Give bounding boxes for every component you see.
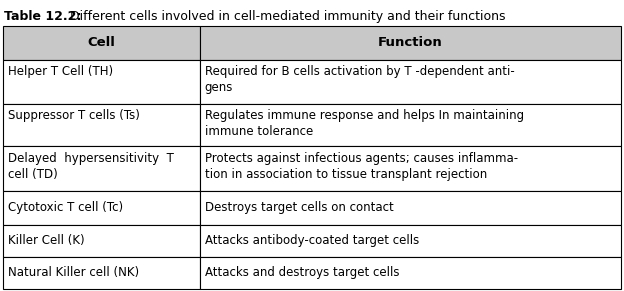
Text: Cytotoxic T cell (Tc): Cytotoxic T cell (Tc) <box>8 201 123 214</box>
Text: Table 12.2:: Table 12.2: <box>4 10 81 23</box>
Bar <box>200 60 621 104</box>
Bar <box>200 26 621 60</box>
Text: Regulates immune response and helps In maintaining
immune tolerance: Regulates immune response and helps In m… <box>205 109 524 138</box>
Text: Required for B cells activation by T -dependent anti-
gens: Required for B cells activation by T -de… <box>205 65 514 94</box>
Bar <box>3 146 200 191</box>
Text: Function: Function <box>378 36 442 49</box>
Bar <box>200 104 621 146</box>
Text: Natural Killer cell (NK): Natural Killer cell (NK) <box>8 267 139 279</box>
Text: Delayed  hypersensitivity  T
cell (TD): Delayed hypersensitivity T cell (TD) <box>8 152 174 181</box>
Bar <box>200 146 621 191</box>
Bar <box>3 60 200 104</box>
Bar <box>200 225 621 257</box>
Bar <box>3 104 200 146</box>
Text: Different cells involved in cell-mediated immunity and their functions: Different cells involved in cell-mediate… <box>66 10 505 23</box>
Text: Destroys target cells on contact: Destroys target cells on contact <box>205 201 393 214</box>
Bar <box>3 225 200 257</box>
Bar <box>3 26 200 60</box>
Text: Suppressor T cells (Ts): Suppressor T cells (Ts) <box>8 109 140 122</box>
Text: Attacks antibody-coated target cells: Attacks antibody-coated target cells <box>205 234 419 247</box>
Text: Cell: Cell <box>87 36 115 49</box>
Bar <box>3 191 200 225</box>
Bar <box>3 257 200 289</box>
Text: Killer Cell (K): Killer Cell (K) <box>8 234 85 247</box>
Text: Protects against infectious agents; causes inflamma-
tion in association to tiss: Protects against infectious agents; caus… <box>205 152 518 181</box>
Bar <box>200 257 621 289</box>
Bar <box>200 191 621 225</box>
Text: Attacks and destroys target cells: Attacks and destroys target cells <box>205 267 399 279</box>
Text: Helper T Cell (TH): Helper T Cell (TH) <box>8 65 113 78</box>
